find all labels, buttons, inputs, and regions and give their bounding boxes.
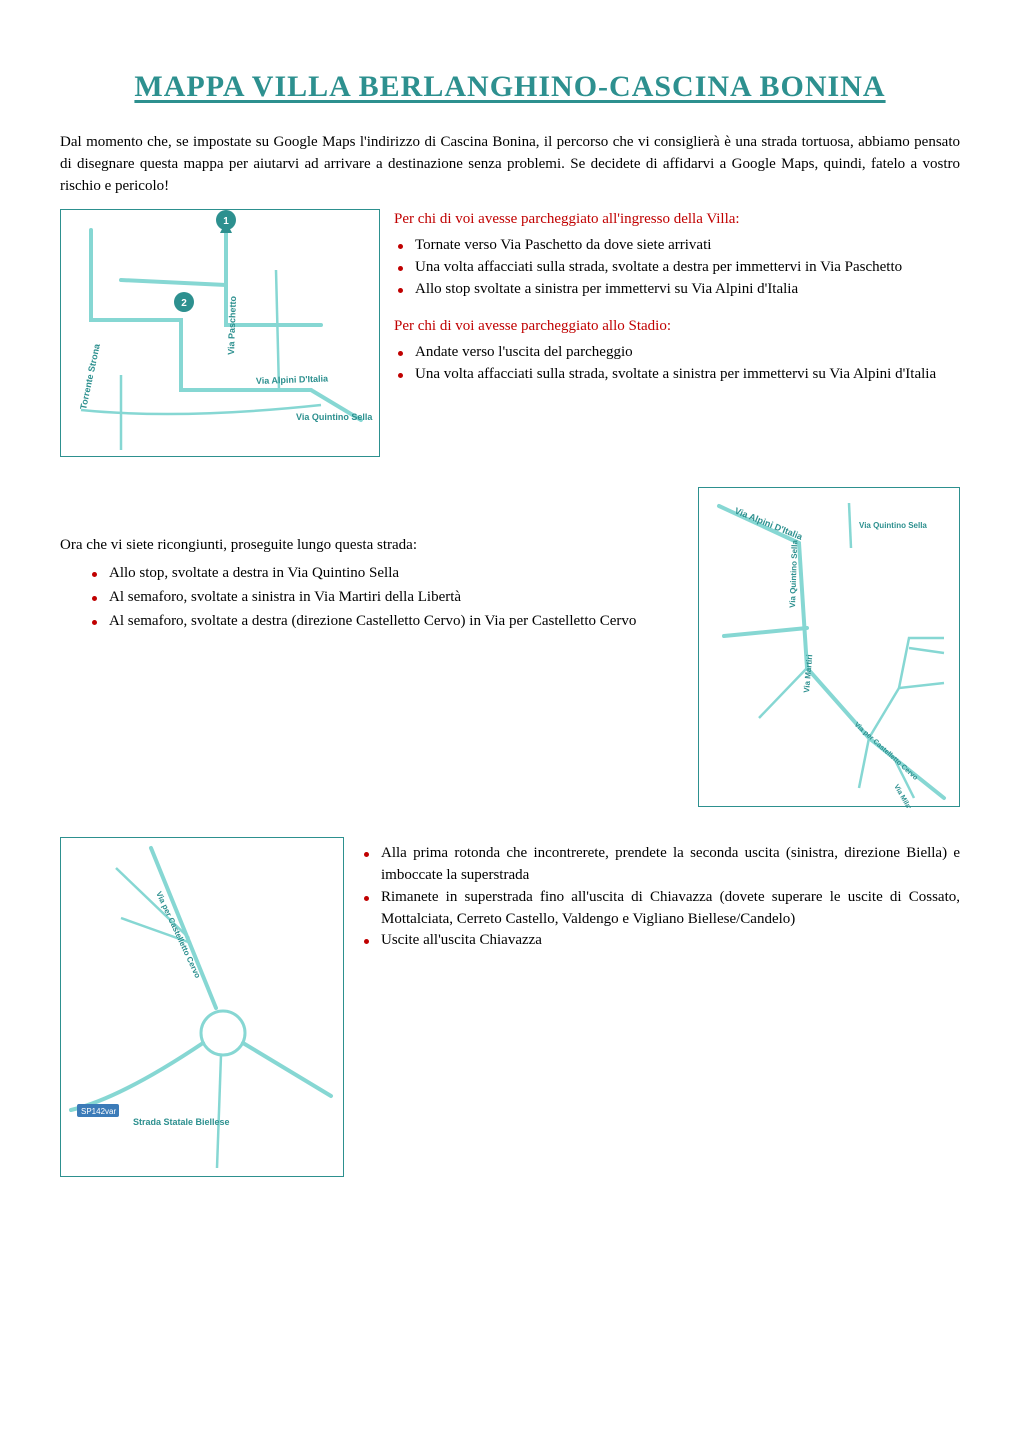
bullet-icon bbox=[364, 896, 369, 901]
label-quintino-2: Via Quintino Sella bbox=[859, 521, 927, 530]
lead-2: Ora che vi siete ricongiunti, proseguite… bbox=[60, 535, 684, 557]
item-3-2: Rimanete in superstrada fino all'uscita … bbox=[381, 887, 960, 931]
bullet-icon bbox=[398, 351, 403, 356]
label-statale: Strada Statale Biellese bbox=[133, 1117, 230, 1127]
pin-2-icon: 2 bbox=[174, 292, 194, 312]
svg-text:2: 2 bbox=[181, 298, 187, 309]
svg-text:1: 1 bbox=[223, 216, 229, 227]
bullet-icon bbox=[92, 572, 97, 577]
bullet-icon bbox=[398, 373, 403, 378]
item-2-1: Allo stop, svoltate a destra in Via Quin… bbox=[109, 563, 684, 585]
heading-stadio: Per chi di voi avesse parcheggiato allo … bbox=[394, 316, 960, 338]
bullet-icon bbox=[398, 244, 403, 249]
item-a2: Una volta affacciati sulla strada, svolt… bbox=[415, 257, 960, 279]
bullet-icon bbox=[398, 266, 403, 271]
bullet-icon bbox=[92, 620, 97, 625]
bullet-icon bbox=[398, 288, 403, 293]
page-title: MAPPA VILLA BERLANGHINO-CASCINA BONINA bbox=[60, 70, 960, 104]
bullet-icon bbox=[92, 596, 97, 601]
map-1: 1 2 Via Paschetto Via Alpini D'Italia Vi… bbox=[60, 209, 380, 457]
highway-label: SP142var bbox=[81, 1107, 116, 1116]
item-b2: Una volta affacciati sulla strada, svolt… bbox=[415, 364, 960, 386]
item-a1: Tornate verso Via Paschetto da dove siet… bbox=[415, 235, 960, 257]
bullet-icon bbox=[364, 939, 369, 944]
item-2-3: Al semaforo, svoltate a destra (direzion… bbox=[109, 611, 684, 633]
item-2-2: Al semaforo, svoltate a sinistra in Via … bbox=[109, 587, 684, 609]
label-alpini: Via Alpini D'Italia bbox=[256, 374, 329, 387]
label-torrente: Torrente Strona bbox=[78, 342, 102, 410]
label-castelletto-3: Via per Castelletto Cervo bbox=[154, 890, 202, 980]
intro-paragraph: Dal momento che, se impostate su Google … bbox=[60, 132, 960, 197]
section-2: Ora che vi siete ricongiunti, proseguite… bbox=[60, 487, 960, 807]
label-paschetto: Via Paschetto bbox=[226, 296, 238, 356]
map-2: Via Alpini D'Italia Via Quintino Sella V… bbox=[698, 487, 960, 807]
label-quintino-2b: Via Quintino Sella bbox=[788, 540, 799, 609]
item-3-3: Uscite all'uscita Chiavazza bbox=[381, 930, 960, 952]
item-b1: Andate verso l'uscita del parcheggio bbox=[415, 342, 960, 364]
label-alpini-2: Via Alpini D'Italia bbox=[733, 506, 805, 543]
bullet-icon bbox=[364, 852, 369, 857]
section-1: 1 2 Via Paschetto Via Alpini D'Italia Vi… bbox=[60, 209, 960, 457]
label-martiri: Via Martiri bbox=[802, 654, 814, 693]
item-a3: Allo stop svoltate a sinistra per immett… bbox=[415, 279, 960, 301]
section-3: SP142var Via per Castelletto Cervo Strad… bbox=[60, 837, 960, 1177]
pin-1-icon: 1 bbox=[215, 210, 237, 233]
label-quintino: Via Quintino Sella bbox=[296, 412, 373, 422]
map-3: SP142var Via per Castelletto Cervo Strad… bbox=[60, 837, 344, 1177]
heading-villa: Per chi di voi avesse parcheggiato all'i… bbox=[394, 209, 960, 231]
item-3-1: Alla prima rotonda che incontrerete, pre… bbox=[381, 843, 960, 887]
